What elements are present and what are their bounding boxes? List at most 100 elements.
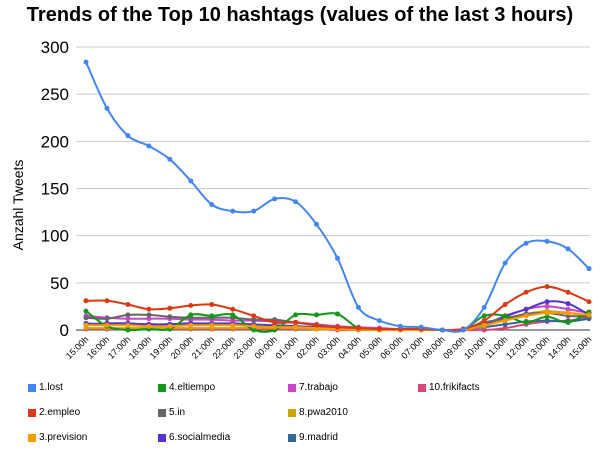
- data-point[interactable]: [104, 298, 110, 304]
- data-point[interactable]: [523, 240, 529, 246]
- data-point[interactable]: [376, 318, 382, 324]
- data-point[interactable]: [125, 327, 131, 333]
- data-point[interactable]: [146, 143, 152, 149]
- data-point[interactable]: [125, 316, 131, 322]
- data-point[interactable]: [293, 324, 299, 330]
- data-point[interactable]: [251, 208, 257, 214]
- data-point[interactable]: [355, 325, 361, 331]
- data-point[interactable]: [335, 255, 340, 261]
- data-point[interactable]: [502, 302, 508, 308]
- data-point[interactable]: [544, 314, 550, 320]
- data-point[interactable]: [502, 321, 508, 327]
- data-point[interactable]: [146, 316, 152, 322]
- data-point[interactable]: [502, 260, 508, 266]
- data-point[interactable]: [586, 299, 592, 305]
- y-tick-label: 300: [41, 38, 69, 57]
- data-point[interactable]: [418, 324, 424, 330]
- data-point[interactable]: [565, 301, 571, 307]
- data-point[interactable]: [544, 310, 550, 316]
- data-point[interactable]: [272, 319, 278, 325]
- data-point[interactable]: [544, 299, 550, 305]
- data-point[interactable]: [230, 322, 236, 328]
- data-point[interactable]: [460, 327, 466, 333]
- data-point[interactable]: [293, 312, 299, 318]
- data-point[interactable]: [335, 324, 340, 330]
- data-point[interactable]: [188, 302, 194, 308]
- data-point[interactable]: [586, 266, 592, 272]
- data-point[interactable]: [523, 306, 529, 312]
- data-point[interactable]: [523, 289, 529, 295]
- data-point[interactable]: [188, 312, 194, 318]
- data-point[interactable]: [565, 246, 571, 252]
- data-point[interactable]: [565, 310, 571, 316]
- data-point[interactable]: [251, 327, 257, 333]
- data-point[interactable]: [355, 304, 361, 310]
- x-tick-label: 12:00h: [504, 334, 531, 361]
- data-point[interactable]: [125, 133, 131, 139]
- data-point[interactable]: [314, 221, 320, 227]
- data-point[interactable]: [209, 202, 215, 208]
- data-point[interactable]: [481, 322, 487, 328]
- data-point[interactable]: [272, 196, 278, 202]
- data-point[interactable]: [83, 322, 89, 328]
- x-tick-label: 09:00h: [441, 334, 468, 361]
- data-point[interactable]: [272, 324, 278, 330]
- data-point[interactable]: [481, 318, 487, 324]
- data-point[interactable]: [586, 312, 592, 318]
- data-point[interactable]: [397, 323, 403, 329]
- data-point[interactable]: [209, 313, 215, 319]
- data-point[interactable]: [502, 318, 508, 324]
- data-point[interactable]: [188, 322, 194, 328]
- data-point[interactable]: [188, 178, 194, 184]
- data-point[interactable]: [146, 323, 152, 329]
- data-point[interactable]: [167, 156, 173, 162]
- data-point[interactable]: [104, 105, 110, 111]
- data-point[interactable]: [314, 322, 320, 328]
- data-point[interactable]: [502, 325, 508, 331]
- data-point[interactable]: [544, 303, 550, 309]
- data-point[interactable]: [167, 305, 173, 311]
- data-point[interactable]: [83, 315, 89, 321]
- series-line-lost: [85, 61, 590, 333]
- data-point[interactable]: [125, 312, 131, 318]
- x-axis-ticks: 15:00h 16:00h17:00h18:00h19:00h20:00h21:0…: [64, 334, 594, 361]
- data-point[interactable]: [146, 306, 152, 312]
- data-point[interactable]: [230, 312, 236, 318]
- data-point[interactable]: [481, 313, 487, 319]
- data-point[interactable]: [209, 302, 215, 308]
- data-point[interactable]: [565, 306, 571, 312]
- data-point[interactable]: [439, 327, 445, 333]
- data-point[interactable]: [167, 314, 173, 320]
- data-point[interactable]: [544, 318, 550, 324]
- data-point[interactable]: [481, 304, 487, 310]
- data-point[interactable]: [502, 313, 508, 319]
- data-point[interactable]: [523, 313, 529, 319]
- data-point[interactable]: [523, 319, 529, 325]
- data-point[interactable]: [125, 322, 131, 328]
- data-point[interactable]: [83, 308, 89, 314]
- data-point[interactable]: [83, 298, 89, 304]
- x-tick-label: 00:00h: [253, 334, 280, 361]
- data-point[interactable]: [125, 302, 131, 308]
- data-point[interactable]: [293, 199, 299, 205]
- data-point[interactable]: [230, 306, 236, 312]
- data-point[interactable]: [565, 319, 571, 325]
- data-point[interactable]: [293, 319, 299, 325]
- data-point[interactable]: [209, 322, 215, 328]
- data-point[interactable]: [104, 322, 110, 328]
- data-point[interactable]: [251, 323, 257, 329]
- data-point[interactable]: [314, 312, 320, 318]
- data-point[interactable]: [376, 326, 382, 332]
- data-point[interactable]: [544, 238, 550, 244]
- data-point[interactable]: [104, 316, 110, 322]
- data-point[interactable]: [251, 313, 257, 319]
- data-point[interactable]: [230, 208, 236, 214]
- data-point[interactable]: [251, 317, 257, 323]
- data-point[interactable]: [335, 311, 340, 317]
- x-tick-label: 10:00h: [462, 334, 489, 361]
- data-point[interactable]: [167, 323, 173, 329]
- data-point[interactable]: [146, 312, 152, 318]
- data-point[interactable]: [83, 59, 89, 65]
- data-point[interactable]: [565, 289, 571, 295]
- data-point[interactable]: [544, 284, 550, 290]
